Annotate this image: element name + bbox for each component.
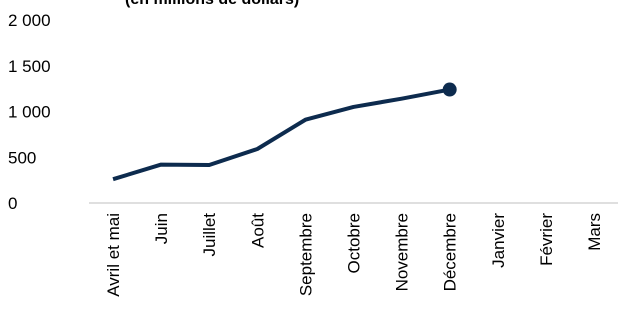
- x-tick-label: Mars: [585, 213, 604, 251]
- y-tick-label: 2 000: [8, 11, 51, 30]
- y-tick-label: 1 000: [8, 103, 51, 122]
- end-marker: [442, 82, 457, 97]
- x-tick-label: Janvier: [489, 213, 508, 268]
- x-tick-label: Décembre: [441, 213, 460, 291]
- x-tick-label: Octobre: [345, 213, 364, 273]
- x-tick-label: Août: [248, 213, 267, 248]
- x-tick-label: Novembre: [393, 213, 412, 291]
- chart-subtitle: (en millions de dollars): [125, 0, 299, 8]
- x-tick-label: Juin: [152, 213, 171, 244]
- x-tick-label: Février: [537, 213, 556, 266]
- line: [112, 87, 451, 182]
- x-tick-label: Avril et mai: [104, 213, 123, 297]
- y-tick-label: 500: [8, 148, 36, 167]
- y-tick-label: 0: [8, 194, 17, 213]
- x-tick-label: Juillet: [200, 213, 219, 257]
- y-tick-label: 1 500: [8, 57, 51, 76]
- x-tick-label: Septembre: [296, 213, 315, 296]
